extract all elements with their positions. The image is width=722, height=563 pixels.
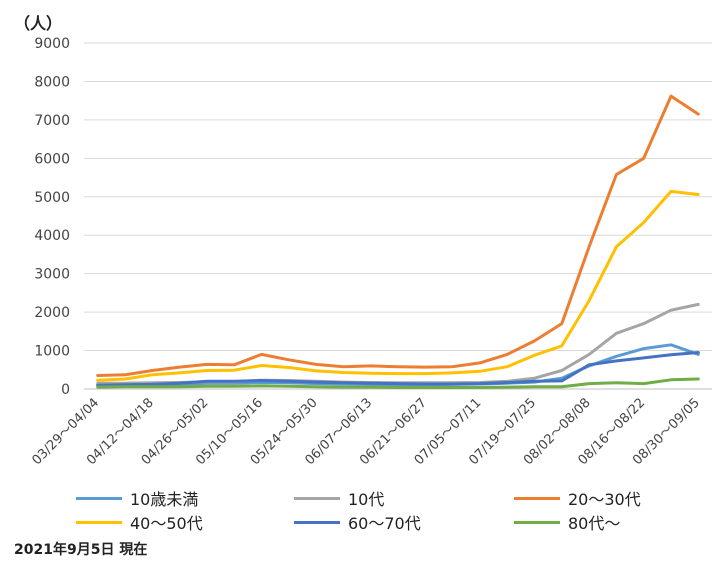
y-tick-label: 7000 xyxy=(34,113,70,129)
legend-item: 20～30代 xyxy=(514,487,641,509)
y-axis-unit-label: （人） xyxy=(14,14,63,33)
legend-label: 10歳未満 xyxy=(130,490,199,509)
y-tick-label: 3000 xyxy=(34,267,70,283)
legend-swatch xyxy=(76,496,122,500)
legend-item: 80代～ xyxy=(514,511,620,533)
series-line-5 xyxy=(96,351,700,387)
legend-item: 10歳未満 xyxy=(76,487,198,509)
legend-item: 40～50代 xyxy=(76,511,203,533)
legend-label: 10代 xyxy=(348,490,385,509)
legend-swatch xyxy=(294,520,340,524)
legend-label: 20～30代 xyxy=(568,490,641,509)
legend-swatch xyxy=(514,520,560,524)
y-tick-label: 4000 xyxy=(34,228,70,244)
legend-item: 10代 xyxy=(294,487,384,509)
y-tick-label: 8000 xyxy=(34,74,70,90)
legend-item: 60～70代 xyxy=(294,511,421,533)
series-line-4 xyxy=(96,189,700,382)
y-tick-label: 6000 xyxy=(34,151,70,167)
legend: 10歳未満 10代 20～30代 40～50代 60～70代 80代～ xyxy=(76,487,716,535)
legend-swatch xyxy=(294,496,340,500)
legend-label: 80代～ xyxy=(568,514,621,533)
y-tick-label: 1000 xyxy=(34,344,70,360)
y-tick-label: 0 xyxy=(61,382,70,398)
legend-swatch xyxy=(76,520,122,524)
legend-swatch xyxy=(514,496,560,500)
series-line-3 xyxy=(96,94,700,377)
date-note: 2021年9月5日 現在 xyxy=(14,542,148,558)
legend-label: 40～50代 xyxy=(130,514,203,533)
y-tick-label: 5000 xyxy=(34,190,70,206)
y-tick-label: 2000 xyxy=(34,305,70,321)
y-tick-label: 9000 xyxy=(34,36,70,52)
series-line-6 xyxy=(96,377,700,389)
legend-label: 60～70代 xyxy=(348,514,421,533)
